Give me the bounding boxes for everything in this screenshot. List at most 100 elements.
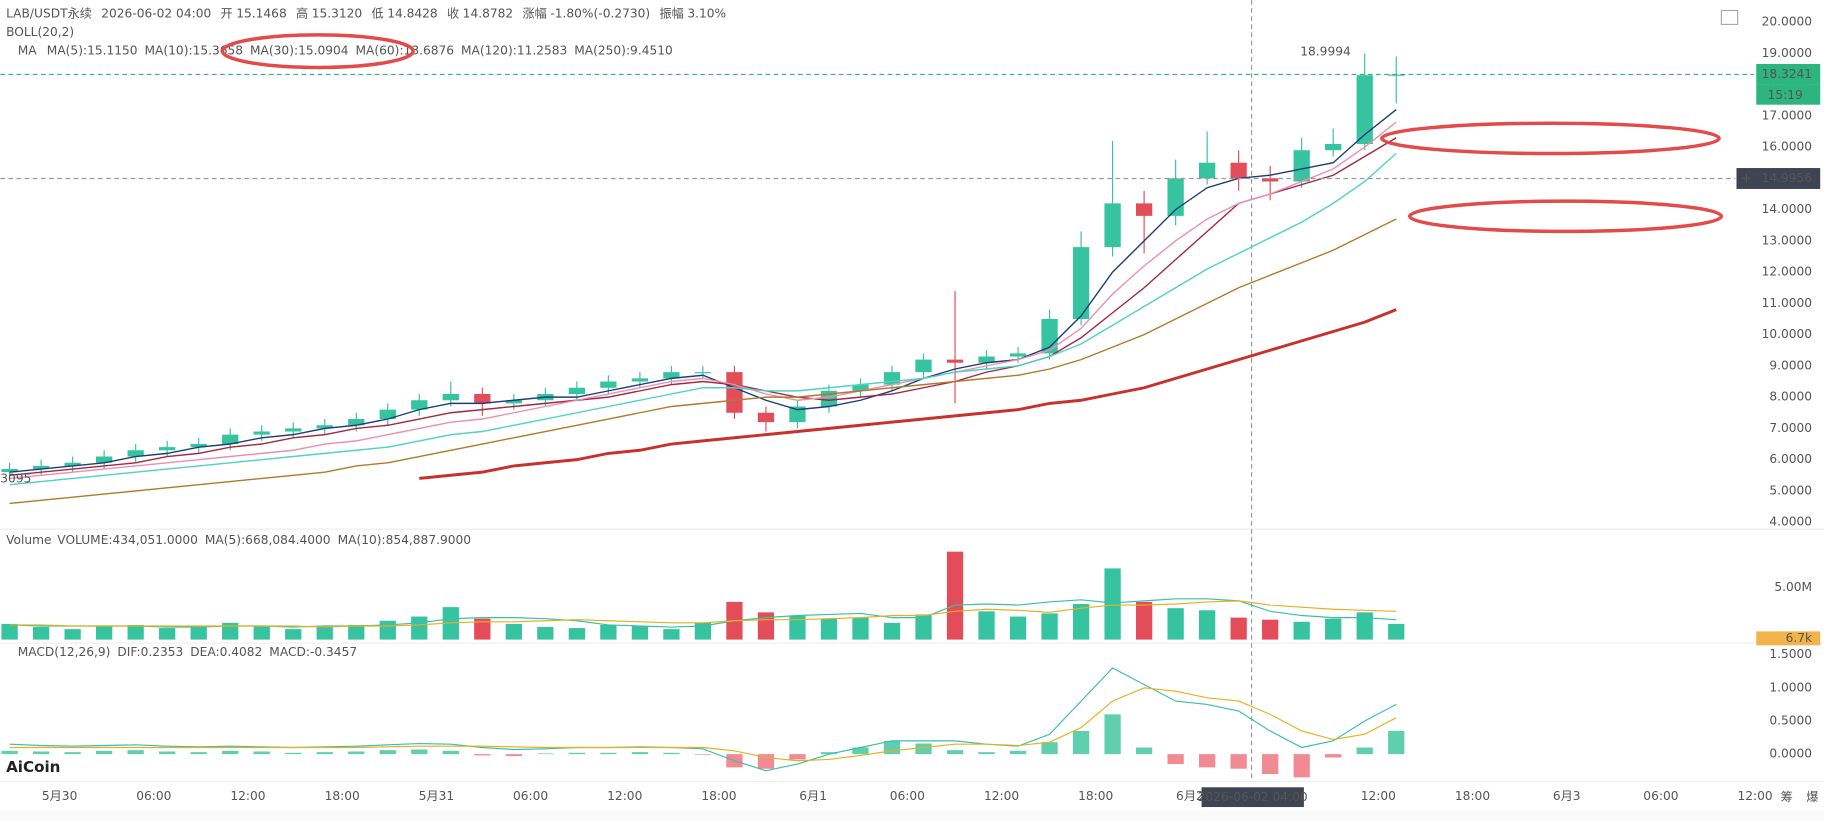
macd-bar <box>190 752 207 755</box>
volume-bar <box>379 620 396 640</box>
volume-tag-label: 6.7k <box>1786 631 1813 645</box>
annotation-ellipse <box>1407 199 1724 234</box>
volume-bar <box>694 622 712 640</box>
volume-bar <box>411 616 428 640</box>
high-marker: 18.9994 <box>1300 45 1351 59</box>
candle-body <box>1388 74 1405 76</box>
macd-bar <box>379 750 396 755</box>
y-tick-label: 4.0000 <box>1769 515 1812 529</box>
annotation-ellipse <box>220 33 415 70</box>
y-tick-label: 11.0000 <box>1762 296 1812 310</box>
candle-body <box>285 428 302 432</box>
fullscreen-icon[interactable] <box>1720 9 1739 26</box>
volume-bar <box>127 624 144 640</box>
legend-entry: DEA:0.4082 <box>190 645 262 659</box>
ma-line <box>9 600 1397 628</box>
volume-bar <box>1072 604 1090 640</box>
macd-bar <box>568 752 585 755</box>
crosshair-time-tag <box>1201 787 1304 808</box>
field-value: 3.10% <box>687 6 726 20</box>
macd-bar <box>222 750 239 755</box>
macd-bar <box>1 750 18 755</box>
macd-bar <box>820 752 838 755</box>
crosshair-price-label: 14.9956 <box>1762 171 1812 185</box>
macd-bar <box>505 754 522 757</box>
candle-body <box>1072 247 1090 319</box>
field-value: -1.80%(-0.2730) <box>550 6 650 20</box>
candle-body <box>1 469 18 473</box>
y-tick-label: 7.0000 <box>1769 421 1812 435</box>
candle-body <box>757 412 775 423</box>
volume-bar <box>1 623 18 640</box>
y-tick-label: 12.0000 <box>1762 265 1812 279</box>
candle-body <box>64 462 81 466</box>
candle-body <box>32 465 50 470</box>
candle-body <box>316 425 333 429</box>
low-marker: 3095 <box>0 472 31 486</box>
candle-body <box>946 359 964 363</box>
y-tick-label: 0.5000 <box>1769 713 1812 727</box>
y-tick-label: 10.0000 <box>1762 327 1812 341</box>
field-label: 收 <box>447 6 459 20</box>
macd-bar <box>1262 754 1279 775</box>
volume-bar <box>1388 623 1405 640</box>
macd-bar <box>663 752 680 755</box>
volume-bar <box>757 612 775 640</box>
y-tick-label: 5.00M <box>1774 580 1812 594</box>
crosshair-price-tag <box>1736 168 1821 189</box>
candle-body <box>127 450 144 457</box>
legend-entry: MA(5):15.1150 <box>47 44 138 58</box>
countdown-label: 15:19 <box>1768 88 1803 102</box>
volume-bar <box>663 629 680 640</box>
legend-entry: VOLUME:434,051.0000 <box>57 533 198 547</box>
volume-bar <box>253 625 270 640</box>
annotation-ellipse <box>1380 121 1721 156</box>
volume-bar <box>32 627 50 640</box>
x-tick-label: 18:00 <box>325 789 360 803</box>
corner-button[interactable]: 筹 <box>1781 790 1793 804</box>
candle-body <box>1293 150 1310 182</box>
x-tick-label: 12:00 <box>607 789 642 803</box>
legend-entry: MA(60):13.6876 <box>356 44 455 58</box>
y-tick-label: 0.0000 <box>1769 747 1812 761</box>
x-tick-label: 06:00 <box>890 789 925 803</box>
macd-bar <box>694 754 712 755</box>
candle-body <box>1230 162 1247 179</box>
y-tick-label: 1.5000 <box>1769 647 1812 661</box>
legend-entry: MA(5):668,084.4000 <box>205 533 331 547</box>
macd-bar <box>631 752 649 755</box>
macd-bar <box>253 751 270 755</box>
macd-bar <box>1199 754 1216 768</box>
volume-bar <box>631 625 649 640</box>
y-tick-label: 19.0000 <box>1762 46 1812 60</box>
volume-bar <box>190 627 207 640</box>
macd-bar <box>537 753 554 755</box>
volume-bar <box>1199 610 1216 640</box>
field-value: 14.8428 <box>387 6 437 20</box>
candle-body <box>348 419 365 426</box>
candle-body <box>1325 143 1342 151</box>
macd-bar <box>1356 747 1373 755</box>
x-tick-label: 6月3 <box>1553 789 1581 803</box>
ma-line <box>9 152 1397 486</box>
y-tick-label: 16.0000 <box>1762 140 1812 154</box>
candle-body <box>1104 203 1121 248</box>
x-tick-label: 06:00 <box>136 789 171 803</box>
volume-bar <box>96 625 113 640</box>
x-tick-label: 12:00 <box>230 789 265 803</box>
watermark: AiCoin <box>6 758 60 776</box>
volume-bar <box>852 617 869 640</box>
volume-bar <box>600 624 617 640</box>
volume-bar <box>1293 621 1310 640</box>
x-tick-label: 06:00 <box>513 789 548 803</box>
macd-bar <box>852 747 869 755</box>
macd-bar <box>285 752 302 755</box>
candle-body <box>96 456 113 463</box>
macd-bar <box>316 752 333 755</box>
volume-bar <box>789 615 806 640</box>
x-tick-label: 18:00 <box>1078 789 1113 803</box>
field-label: 低 <box>372 6 384 20</box>
corner-button[interactable]: 爆 <box>1806 790 1818 804</box>
